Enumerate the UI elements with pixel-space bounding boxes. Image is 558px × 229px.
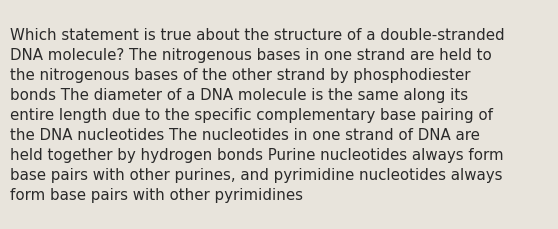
Text: Which statement is true about the structure of a double-stranded
DNA molecule? T: Which statement is true about the struct…	[10, 27, 504, 202]
